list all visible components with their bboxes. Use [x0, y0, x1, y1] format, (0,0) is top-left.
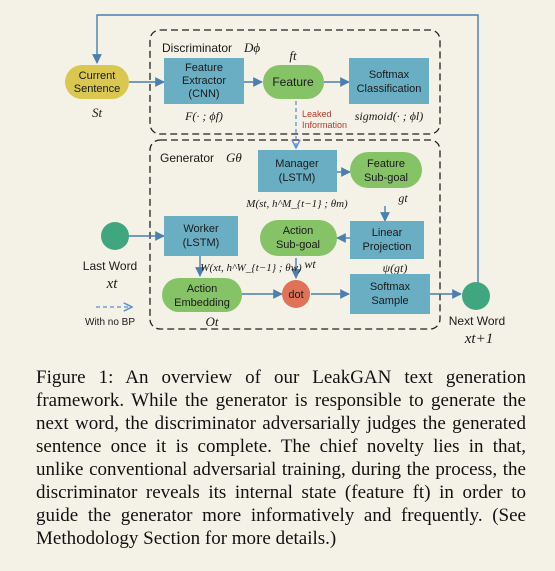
softmax-classification-label-1: Softmax	[369, 69, 410, 81]
leakgan-diagram: Discriminator Dϕ Generator Gθ Current Se…	[65, 14, 505, 347]
linear-projection-formula: ψ(gt)	[383, 261, 408, 275]
generator-symbol: Gθ	[226, 150, 242, 165]
feature-subgoal-symbol: gt	[398, 191, 408, 205]
softmax-sample-label-1: Softmax	[370, 281, 411, 293]
action-subgoal-label-1: Action	[283, 225, 314, 237]
feature-extractor-label-2: Extractor	[182, 75, 226, 87]
action-embedding-node	[162, 278, 242, 312]
leaked-information-label-2: Information	[302, 120, 347, 130]
generator-title: Generator	[160, 151, 214, 165]
figure-caption: Figure 1: An overview of our LeakGAN tex…	[36, 367, 526, 549]
feature-symbol: ft	[289, 48, 297, 63]
softmax-sample-label-2: Sample	[371, 295, 408, 307]
action-subgoal-label-2: Sub-goal	[276, 239, 320, 251]
discriminator-symbol: Dϕ	[243, 40, 260, 55]
edge-feedback-loop	[92, 14, 479, 285]
action-subgoal-symbol: wt	[304, 257, 316, 271]
softmax-classification-label-2: Classification	[357, 83, 422, 95]
discriminator-title: Discriminator	[162, 41, 232, 55]
current-sentence-label-1: Current	[79, 70, 116, 82]
manager-formula: M(st, h^M_{t−1} ; θm)	[245, 198, 348, 210]
feature-subgoal-label-2: Sub-goal	[364, 172, 408, 184]
current-sentence-symbol: St	[92, 105, 103, 120]
worker-label-2: (LSTM)	[183, 237, 220, 249]
softmax-classification-node	[349, 58, 429, 104]
softmax-sample-node	[350, 274, 430, 314]
action-embedding-label-1: Action	[187, 283, 218, 295]
linear-projection-label-1: Linear	[372, 227, 403, 239]
dot-label: dot	[288, 289, 303, 301]
discriminator-box	[149, 29, 441, 135]
softmax-classification-formula: sigmoid(· ; ϕl)	[355, 109, 424, 123]
current-sentence-node	[65, 65, 129, 99]
manager-label-1: Manager	[275, 158, 319, 170]
next-word-label: Next Word	[449, 314, 505, 328]
feature-node	[263, 65, 324, 99]
feature-label: Feature	[272, 75, 314, 89]
feature-extractor-label-1: Feature	[185, 62, 223, 74]
feature-subgoal-label-1: Feature	[367, 158, 405, 170]
last-word-symbol: xt	[106, 276, 119, 292]
next-word-symbol: xt+1	[464, 331, 493, 347]
feature-subgoal-node	[350, 152, 422, 188]
last-word-node	[101, 222, 129, 250]
action-embedding-label-2: Embedding	[174, 297, 230, 309]
next-word-node	[462, 282, 490, 310]
feature-extractor-label-3: (CNN)	[188, 88, 219, 100]
linear-projection-label-2: Projection	[363, 241, 412, 253]
action-embedding-symbol: Ot	[206, 314, 219, 329]
manager-node	[258, 150, 337, 192]
leaked-information-label-1: Leaked	[302, 109, 332, 119]
worker-label-1: Worker	[183, 223, 219, 235]
worker-node	[164, 216, 238, 256]
feature-extractor-formula: F(· ; ϕf)	[184, 109, 223, 123]
current-sentence-label-2: Sentence	[74, 83, 120, 95]
worker-formula: W(xt, h^W_{t−1} ; θw)	[200, 262, 302, 274]
linear-projection-node	[350, 221, 424, 259]
legend-no-bp-label: With no BP	[85, 317, 135, 328]
feature-extractor-node	[164, 58, 244, 104]
manager-label-2: (LSTM)	[279, 172, 316, 184]
action-subgoal-node	[260, 220, 337, 256]
last-word-label: Last Word	[83, 259, 137, 273]
dot-node	[282, 280, 310, 308]
